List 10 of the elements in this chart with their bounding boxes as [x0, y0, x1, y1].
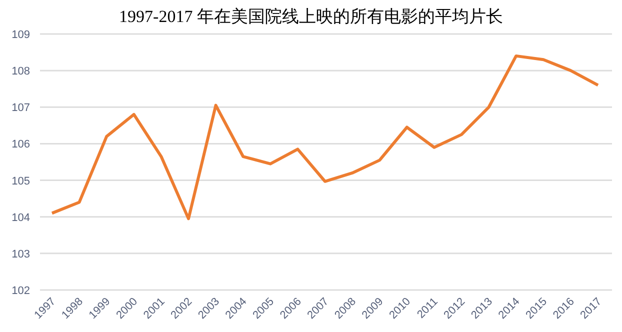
y-tick-label: 102	[12, 285, 30, 297]
y-tick-label: 107	[12, 102, 30, 114]
chart-title: 1997-2017 年在美国院线上映的所有电影的平均片长	[119, 7, 503, 26]
y-tick-label: 103	[12, 248, 30, 260]
y-tick-label: 104	[12, 212, 30, 224]
y-tick-label: 109	[12, 29, 30, 41]
line-series	[50, 54, 600, 220]
y-tick-label: 106	[12, 138, 30, 151]
y-tick-label: 108	[12, 66, 30, 78]
y-tick-label: 105	[12, 175, 30, 188]
